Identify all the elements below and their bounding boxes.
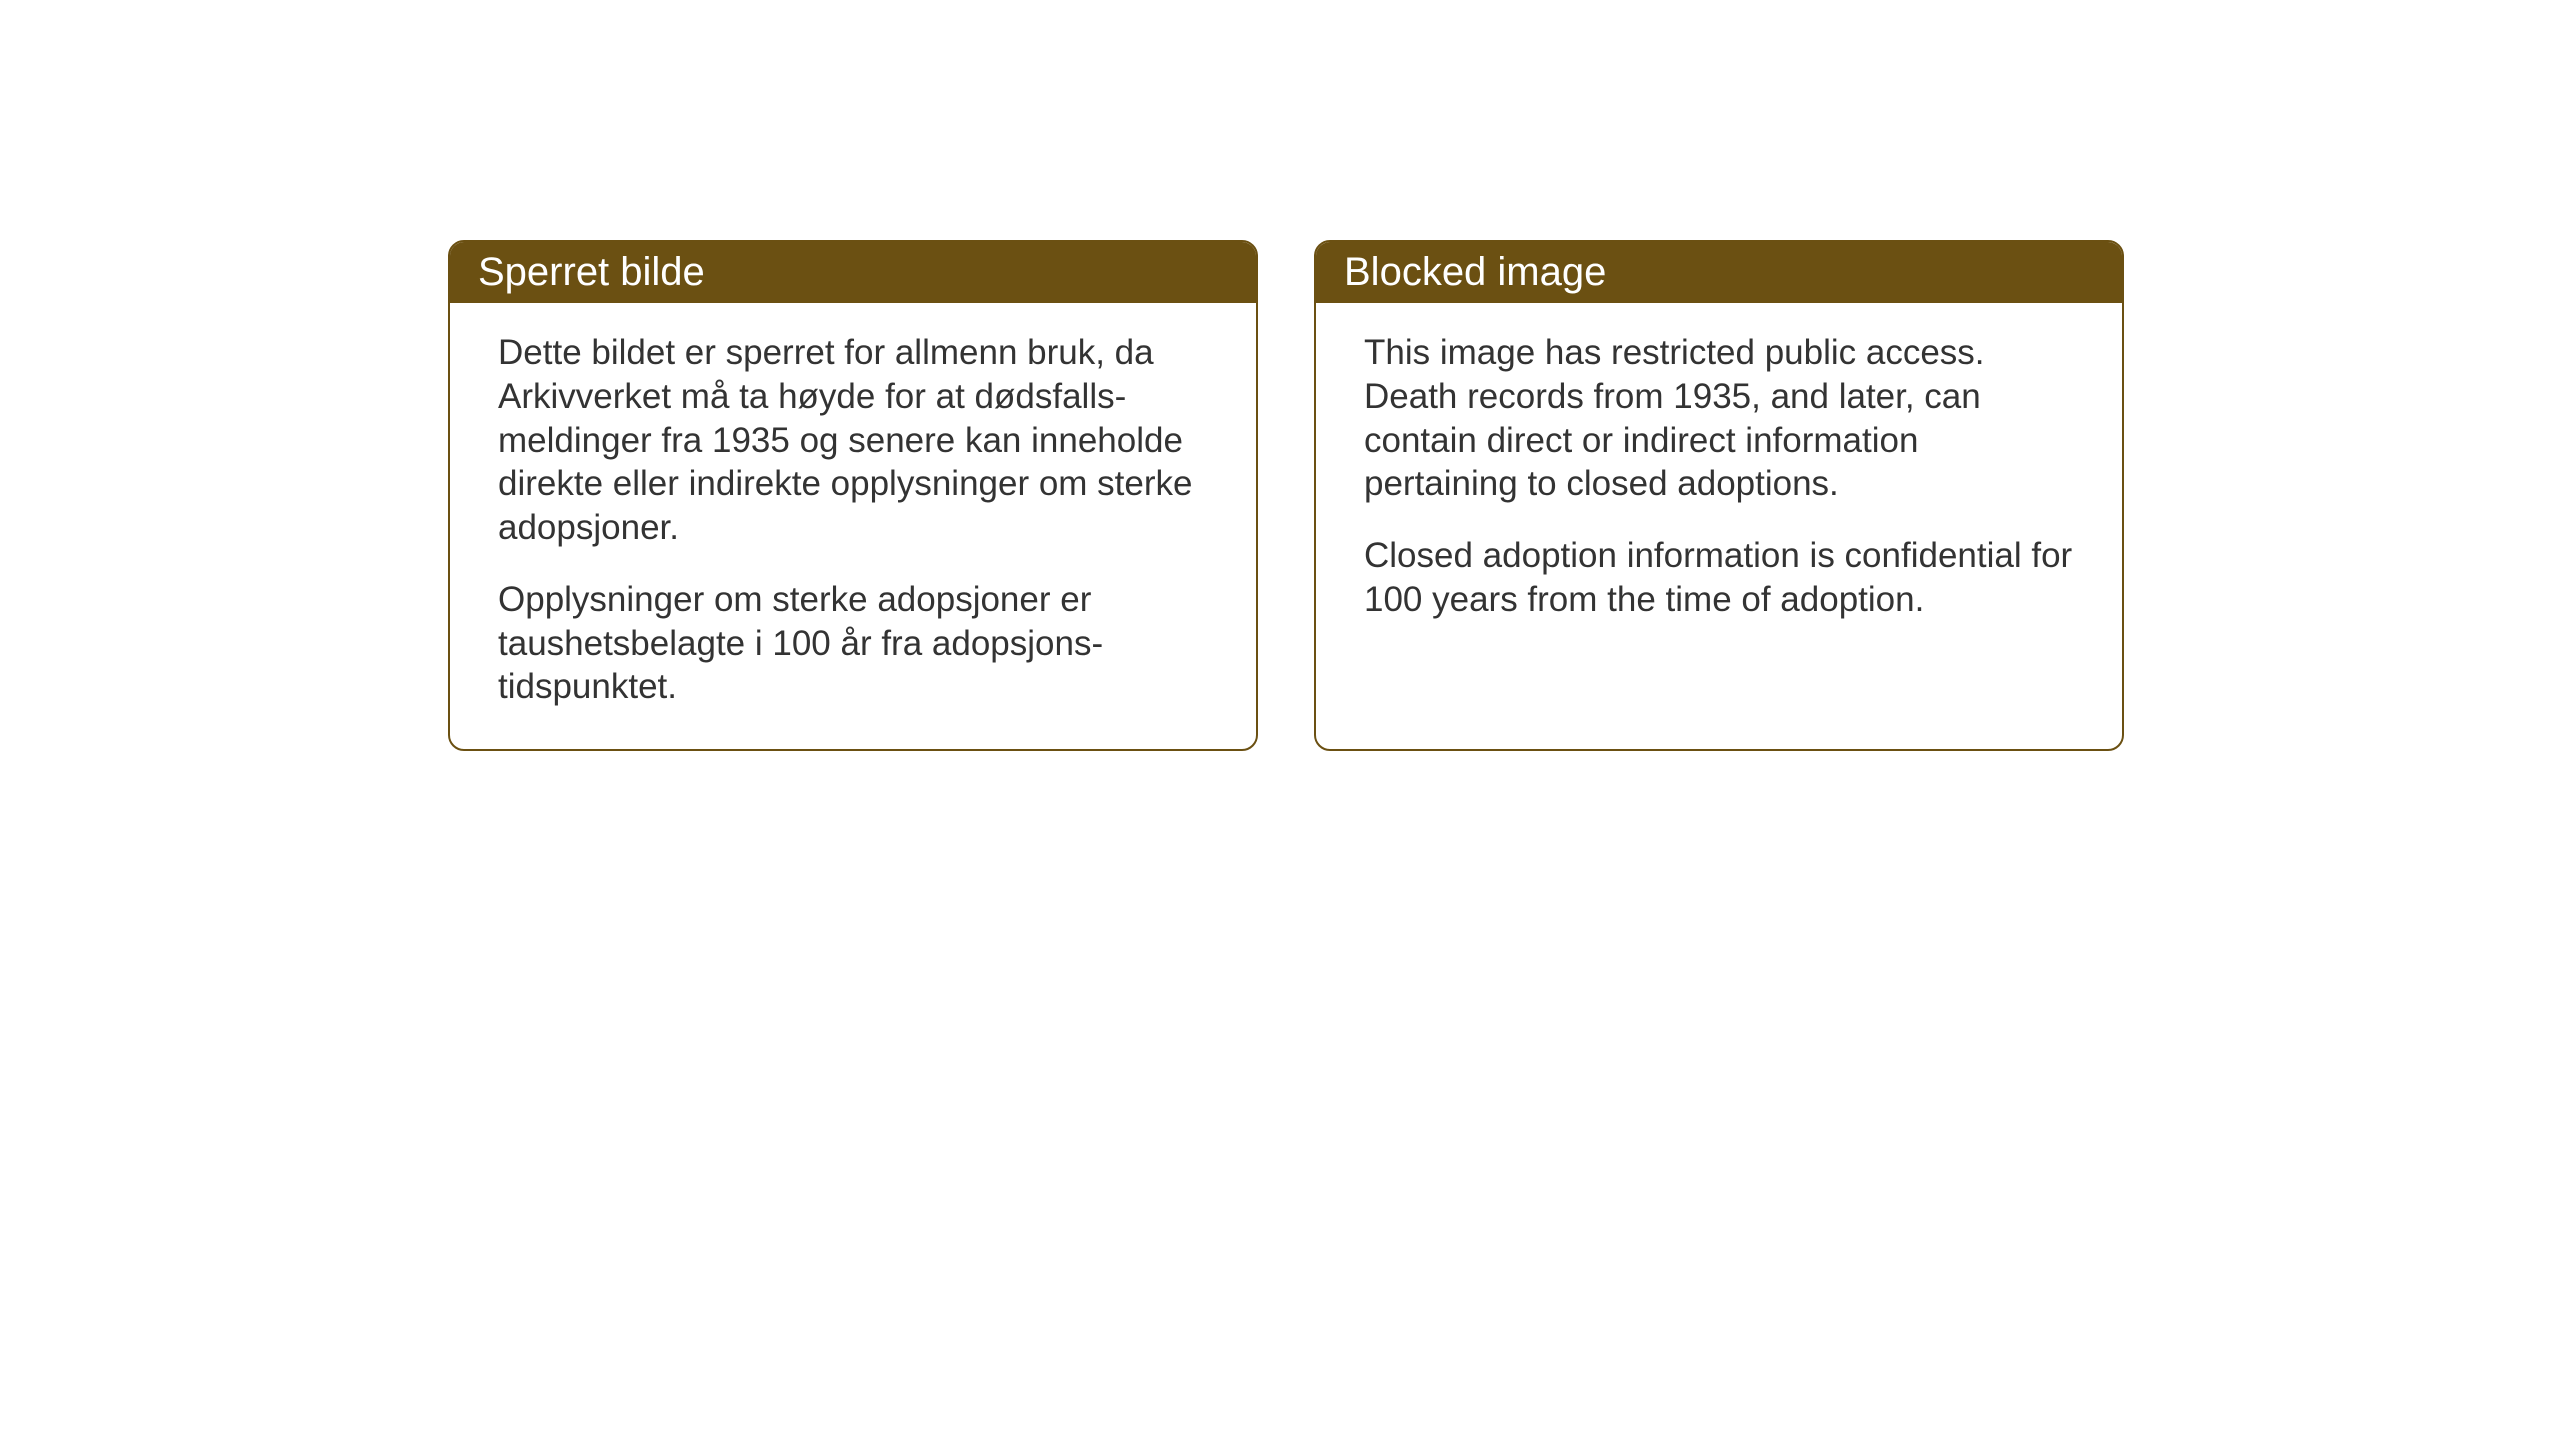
notice-box-english: Blocked image This image has restricted … [1314,240,2124,751]
notice-paragraph: Closed adoption information is confident… [1364,534,2074,622]
notice-title: Sperret bilde [478,250,705,294]
notice-body-english: This image has restricted public access.… [1316,303,2122,662]
notice-container: Sperret bilde Dette bildet er sperret fo… [448,240,2124,751]
notice-paragraph: Opplysninger om sterke adopsjoner er tau… [498,578,1208,709]
notice-title: Blocked image [1344,250,1606,294]
notice-box-norwegian: Sperret bilde Dette bildet er sperret fo… [448,240,1258,751]
notice-body-norwegian: Dette bildet er sperret for allmenn bruk… [450,303,1256,749]
notice-header-english: Blocked image [1316,242,2122,303]
notice-paragraph: Dette bildet er sperret for allmenn bruk… [498,331,1208,550]
notice-header-norwegian: Sperret bilde [450,242,1256,303]
notice-paragraph: This image has restricted public access.… [1364,331,2074,506]
